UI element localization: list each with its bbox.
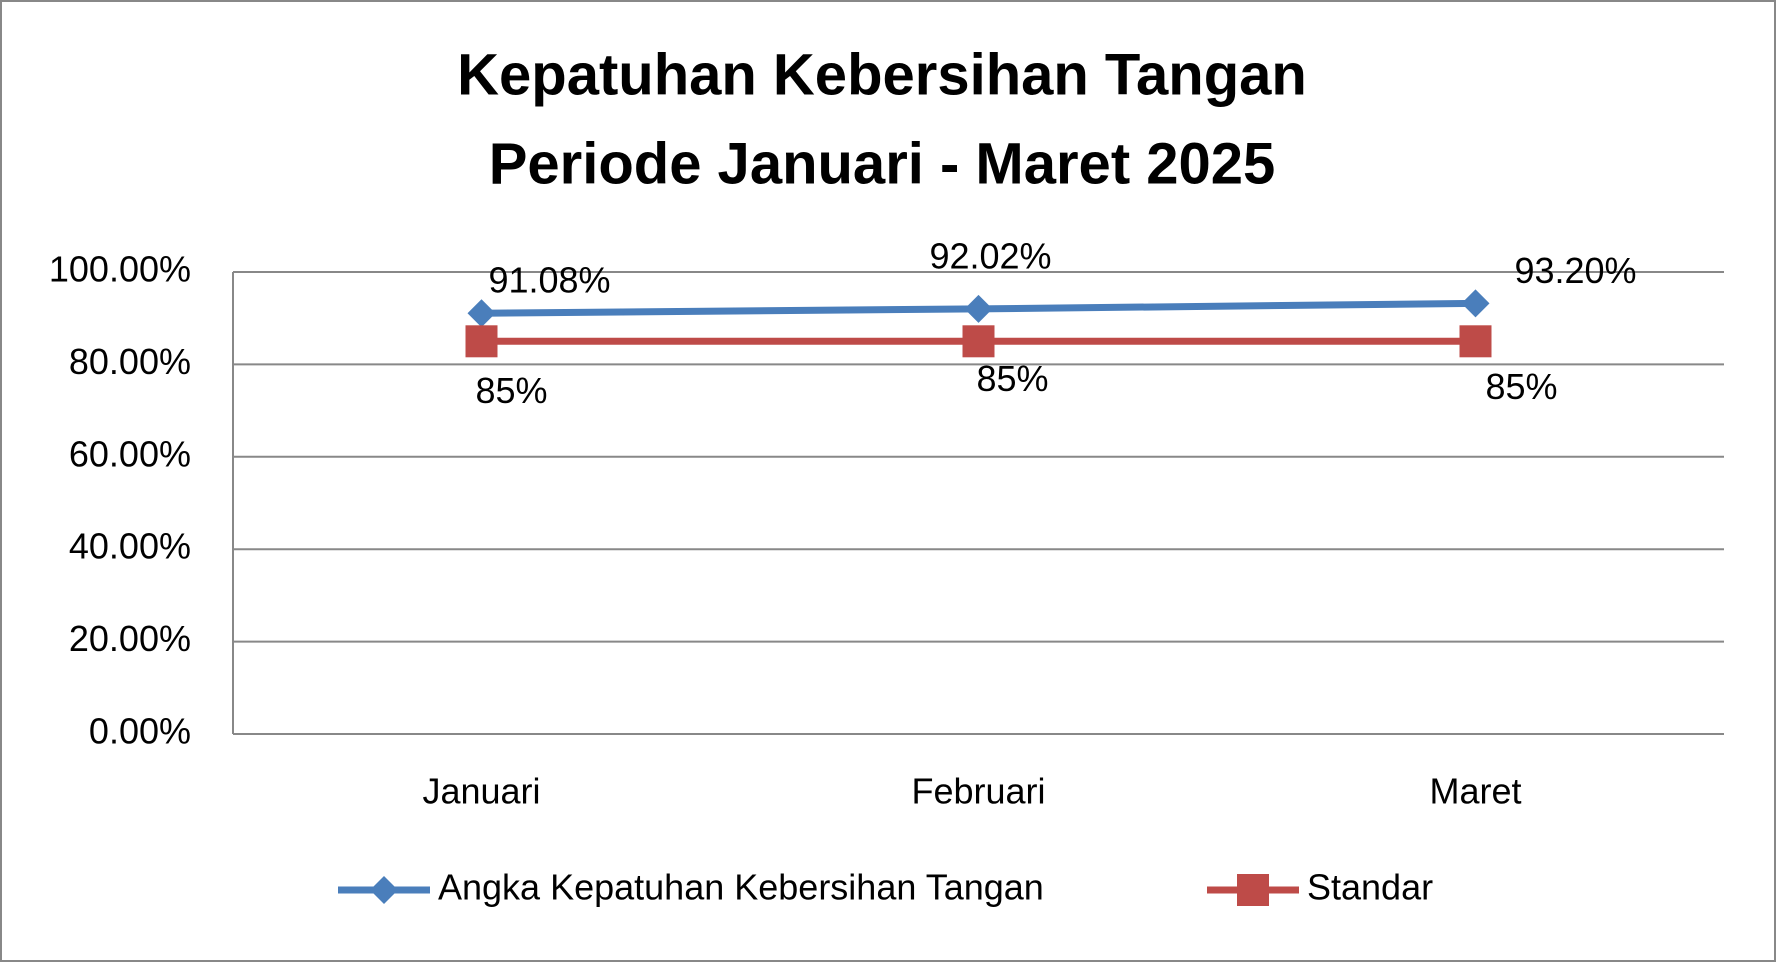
data-label: 91.08%: [488, 260, 610, 301]
marker-diamond: [1461, 289, 1490, 318]
legend-marker: [1237, 874, 1269, 906]
data-label: 93.20%: [1514, 250, 1636, 291]
y-tick-label: 100.00%: [49, 249, 191, 290]
y-tick-label: 40.00%: [69, 526, 191, 567]
marker-diamond: [467, 299, 496, 328]
data-label: 85%: [475, 370, 547, 411]
legend-label: Standar: [1307, 867, 1433, 908]
y-tick-label: 60.00%: [69, 433, 191, 474]
x-tick-label: Februari: [911, 771, 1045, 812]
chart-title: Kepatuhan Kebersihan Tangan: [457, 42, 1307, 107]
data-label: 92.02%: [929, 235, 1051, 276]
y-tick-label: 20.00%: [69, 618, 191, 659]
y-tick-label: 0.00%: [89, 711, 191, 752]
legend-marker: [370, 876, 398, 904]
marker-square: [1459, 325, 1492, 358]
marker-square: [465, 325, 498, 358]
marker-square: [962, 325, 995, 358]
chart-title: Periode Januari - Maret 2025: [489, 131, 1276, 196]
data-label: 85%: [1485, 366, 1557, 407]
legend-label: Angka Kepatuhan Kebersihan Tangan: [438, 867, 1044, 908]
x-tick-label: Maret: [1429, 771, 1521, 812]
x-tick-label: Januari: [422, 771, 540, 812]
y-tick-label: 80.00%: [69, 341, 191, 382]
marker-diamond: [964, 294, 993, 323]
data-label: 85%: [976, 358, 1048, 399]
